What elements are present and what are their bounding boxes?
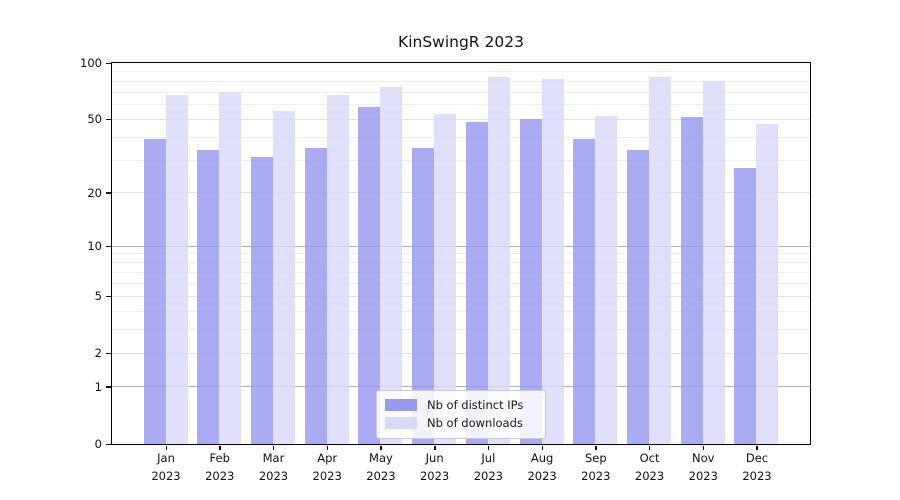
bar-downloads [756, 123, 779, 444]
bar-downloads [165, 95, 188, 444]
legend: Nb of distinct IPs Nb of downloads [376, 390, 546, 439]
plot-area [110, 61, 811, 445]
major-gridline [111, 192, 810, 194]
major-gridline [111, 352, 810, 354]
x-tick-mark [702, 445, 705, 450]
legend-swatch-distinct-ips [385, 399, 417, 411]
minor-gridline [111, 71, 810, 73]
bar-distinct-ips [250, 157, 273, 444]
y-tick-label: 1 [94, 379, 102, 394]
bar-distinct-ips [519, 118, 542, 444]
bar-distinct-ips [304, 147, 327, 444]
bar-downloads [272, 111, 295, 444]
minor-gridline [111, 310, 810, 312]
bar-downloads [487, 76, 510, 444]
x-tick-mark [756, 445, 758, 450]
y-tick-label: 100 [80, 56, 102, 70]
x-tick-mark [165, 445, 167, 450]
minor-gridline [111, 104, 810, 106]
minor-gridline [111, 80, 810, 82]
bar-downloads [541, 78, 564, 444]
bar-distinct-ips [358, 106, 381, 444]
x-tick-label: Aug 2023 [527, 451, 557, 483]
y-tick-mark [106, 62, 111, 64]
y-tick-mark [106, 192, 111, 194]
x-tick-label: Jul 2023 [473, 451, 503, 483]
y-tick-mark [106, 245, 111, 247]
x-tick-label: Nov 2023 [688, 451, 718, 483]
y-tick-label: 2 [94, 346, 102, 361]
x-tick-label: Feb 2023 [205, 451, 235, 483]
x-tick-mark [219, 445, 221, 450]
y-tick-label: 50 [87, 112, 102, 127]
y-tick-mark [106, 443, 111, 445]
y-tick-mark [106, 295, 111, 297]
minor-gridline [111, 271, 810, 273]
bar-distinct-ips [465, 122, 488, 444]
bar-distinct-ips [680, 117, 703, 444]
x-tick-label: Oct 2023 [634, 451, 665, 483]
bar-distinct-ips [197, 150, 220, 444]
legend-label-distinct-ips: Nb of distinct IPs [427, 398, 524, 412]
y-tick-mark [106, 352, 111, 355]
x-tick-mark [434, 445, 436, 450]
legend-swatch-downloads [385, 417, 417, 429]
x-tick-label: Apr 2023 [312, 451, 342, 483]
bar-downloads [219, 91, 242, 444]
bar-downloads [326, 95, 349, 444]
y-tick-mark [106, 118, 111, 121]
x-tick-mark [487, 445, 490, 450]
bar-distinct-ips [412, 147, 435, 444]
minor-gridline [111, 91, 810, 93]
legend-label-downloads: Nb of downloads [427, 416, 523, 430]
x-tick-label: Mar 2023 [258, 451, 289, 483]
x-tick-label: Dec 2023 [742, 451, 772, 483]
bar-downloads [434, 114, 457, 444]
bar-downloads [702, 80, 725, 444]
x-tick-label: May 2023 [366, 451, 396, 483]
major-gridline [111, 386, 810, 388]
y-tick-label: 20 [87, 185, 102, 200]
bar-downloads [649, 76, 672, 444]
x-tick-mark [595, 445, 597, 450]
x-tick-label: Jun 2023 [419, 451, 450, 483]
bar-distinct-ips [573, 138, 596, 444]
bar-distinct-ips [143, 138, 166, 444]
y-tick-label: 0 [94, 437, 102, 451]
y-tick-mark [106, 386, 111, 388]
x-tick-mark [380, 445, 382, 450]
legend-item-downloads: Nb of downloads [385, 414, 537, 432]
legend-item-distinct-ips: Nb of distinct IPs [385, 396, 537, 414]
x-tick-mark [326, 445, 329, 450]
minor-gridline [111, 253, 810, 255]
x-tick-mark [541, 445, 543, 450]
minor-gridline [111, 282, 810, 284]
y-tick-label: 5 [94, 289, 102, 304]
x-tick-label: Jan 2023 [151, 451, 181, 483]
bar-downloads [595, 115, 618, 444]
minor-gridline [111, 329, 810, 331]
major-gridline [111, 295, 810, 297]
bar-distinct-ips [734, 168, 757, 444]
x-tick-label: Sep 2023 [581, 451, 611, 483]
y-tick-label: 10 [87, 239, 102, 254]
chart-title: KinSwingR 2023 [398, 33, 524, 51]
x-tick-mark [272, 445, 275, 450]
minor-gridline [111, 160, 810, 161]
minor-gridline [111, 136, 810, 138]
bar-distinct-ips [627, 150, 650, 444]
x-tick-mark [649, 445, 651, 450]
bar-downloads [380, 87, 403, 444]
major-gridline [111, 118, 810, 120]
minor-gridline [111, 262, 810, 264]
major-gridline [111, 245, 810, 247]
